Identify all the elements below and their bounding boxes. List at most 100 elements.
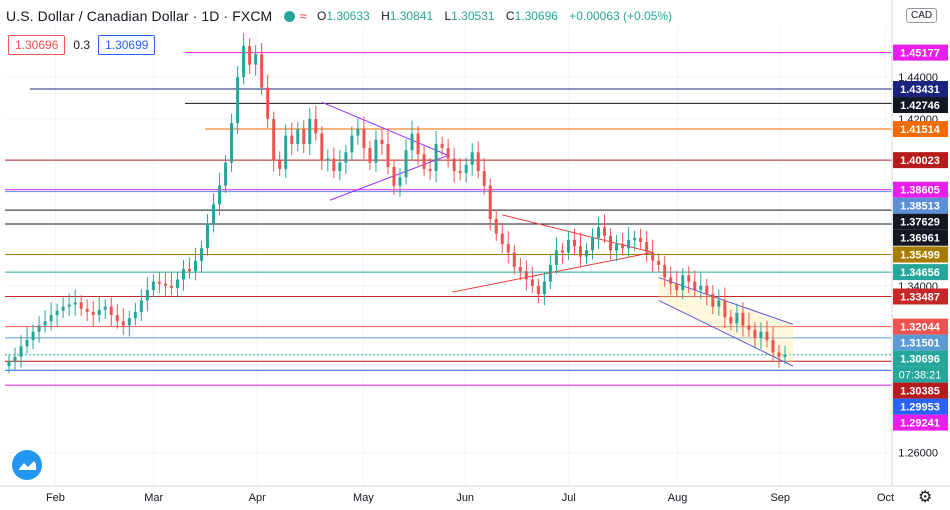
candle-body [530, 279, 534, 286]
time-tick-label: Mar [144, 492, 163, 504]
sell-button[interactable]: 1.30696 [8, 35, 66, 55]
candle-body [212, 204, 216, 224]
candle-body [224, 162, 228, 186]
price-label-box [893, 152, 948, 169]
candle-body [729, 317, 733, 324]
candle-body [145, 289, 149, 301]
candle-body [578, 246, 582, 257]
candle-body [218, 185, 222, 205]
currency-badge[interactable]: CAD [906, 8, 938, 23]
price-label-box [893, 81, 948, 98]
candle-body [103, 306, 107, 310]
chart-header: U.S. Dollar / Canadian Dollar · 1D · FXC… [6, 4, 672, 28]
price-label-box [893, 288, 948, 305]
time-tick-label: Oct [877, 492, 894, 504]
candle-body [597, 227, 601, 238]
price-label-box [893, 398, 948, 415]
price-label-box [893, 318, 948, 335]
candle-body [85, 308, 89, 312]
candle-body [621, 244, 625, 249]
time-tick-label: Jun [456, 492, 474, 504]
price-label-box [893, 121, 948, 138]
candles [7, 32, 787, 374]
time-tick-label: Feb [46, 492, 65, 504]
price-label-text: 1.42746 [900, 100, 940, 112]
candle-body [79, 302, 83, 309]
candle-body [482, 171, 486, 186]
candle-body [320, 133, 324, 161]
candle-body [272, 118, 276, 161]
candle-body [404, 150, 408, 178]
candle-body [627, 239, 631, 249]
candle-body [380, 139, 384, 144]
candle-body [669, 277, 673, 284]
candle-body [458, 171, 462, 174]
candle-body [615, 244, 619, 251]
candle-body [236, 77, 240, 124]
candle-body [500, 233, 504, 245]
candle-body [374, 139, 378, 163]
candle-body [434, 143, 438, 172]
candle-body [7, 361, 11, 367]
candle-body [49, 315, 53, 322]
gear-icon[interactable]: ⚙ [918, 489, 933, 506]
candle-body [747, 325, 751, 330]
wave-icon[interactable]: ≈ [299, 8, 307, 24]
candle-body [115, 315, 119, 322]
price-label-text: 1.31501 [900, 338, 940, 350]
candle-body [368, 148, 372, 163]
candle-body [73, 302, 77, 305]
candle-body [314, 118, 318, 134]
price-label-text: 1.38605 [900, 185, 940, 197]
candle-body [759, 331, 763, 338]
price-label-box [893, 44, 948, 61]
candle-body [296, 129, 300, 144]
time-tick-label: Aug [668, 492, 688, 504]
candle-body [452, 158, 456, 172]
candle-body [121, 321, 125, 326]
symbol-title[interactable]: U.S. Dollar / Canadian Dollar · 1D · FXC… [6, 8, 273, 24]
candle-body [181, 269, 185, 280]
candle-body [524, 271, 528, 280]
candle-body [765, 331, 769, 341]
price-label-box [893, 382, 948, 399]
candle-body [633, 237, 637, 240]
candle-body [470, 152, 474, 165]
open-value: 1.30633 [326, 9, 370, 23]
price-label-box [893, 334, 948, 351]
countdown-label-text: 07:38:21 [899, 370, 942, 382]
buy-button[interactable]: 1.30699 [98, 35, 156, 55]
time-axis[interactable]: Feb Mar Apr May Jun Jul Aug Sep Oct [46, 492, 894, 504]
candle-body [681, 275, 685, 290]
candle-body [97, 309, 101, 316]
candle-body [25, 340, 29, 347]
candle-body [127, 318, 131, 326]
time-tick-label: Sep [770, 492, 790, 504]
candle-body [43, 321, 47, 326]
price-label-text: 1.35499 [900, 250, 940, 262]
close-value: 1.30696 [514, 9, 558, 23]
time-tick-label: Jul [562, 492, 576, 504]
candle-body [711, 294, 715, 307]
price-label-text: 1.40023 [900, 155, 940, 167]
candle-body [777, 352, 781, 357]
candle-body [151, 281, 155, 290]
price-label-box [893, 229, 948, 246]
candle-body [67, 304, 71, 307]
candle-body [356, 129, 360, 136]
candle-body [753, 329, 757, 338]
candle-body [603, 227, 607, 236]
price-label-text: 1.33487 [900, 291, 940, 303]
candle-body [163, 283, 167, 286]
candle-body [55, 310, 59, 316]
tradingview-logo-icon[interactable] [12, 450, 42, 480]
candle-body [344, 152, 348, 163]
candle-body [663, 264, 667, 278]
candle-body [332, 158, 336, 172]
candle-body [386, 143, 390, 167]
eye-icon[interactable] [284, 10, 296, 22]
candle-body [157, 281, 161, 284]
candle-body [506, 244, 510, 253]
candle-body [488, 185, 492, 220]
